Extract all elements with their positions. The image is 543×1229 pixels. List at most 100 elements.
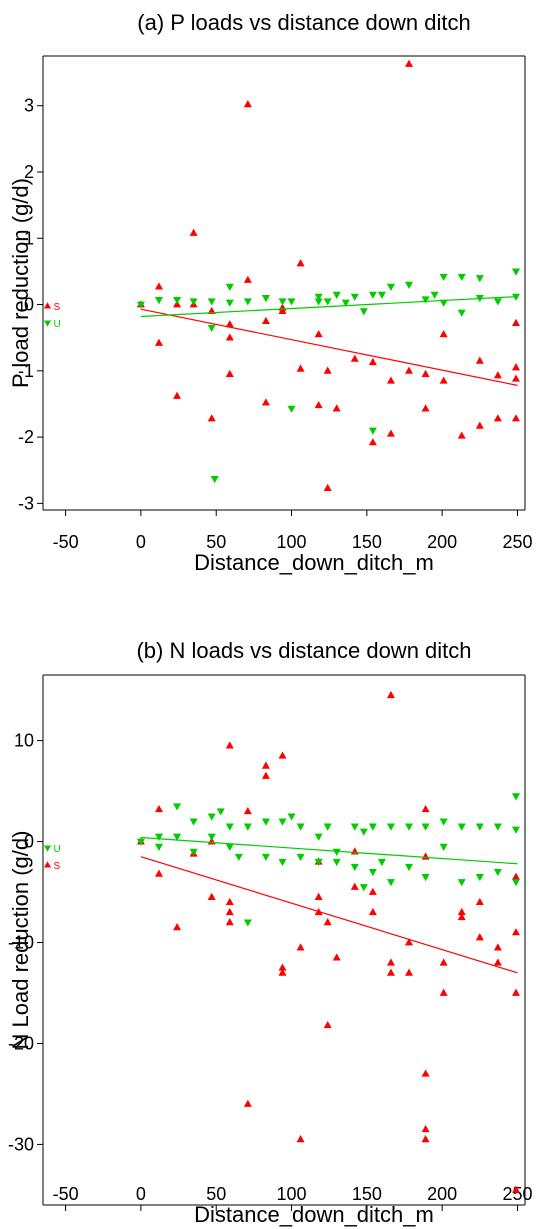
data-point-U	[368, 868, 377, 877]
data-point-S	[173, 391, 182, 399]
data-point-U	[511, 826, 520, 834]
data-point-U	[287, 405, 296, 413]
data-point-S	[405, 366, 414, 374]
data-point-S	[511, 374, 520, 382]
data-point-S	[243, 806, 252, 815]
data-point-U	[225, 843, 234, 851]
x-axis-label: Distance_down_ditch_m	[194, 550, 434, 575]
y-tick-label: -3	[18, 493, 34, 513]
series-U	[136, 793, 520, 927]
data-point-S	[314, 907, 323, 916]
data-point-U	[405, 863, 414, 872]
data-point-U	[287, 813, 296, 821]
data-point-U	[350, 293, 359, 301]
data-point-U	[475, 874, 484, 882]
data-point-U	[421, 874, 430, 882]
data-point-U	[359, 828, 368, 836]
data-point-S	[421, 1069, 430, 1077]
data-point-U	[359, 884, 368, 892]
y-tick-label: -2	[18, 427, 34, 447]
data-point-U	[421, 823, 430, 831]
data-point-S	[314, 892, 323, 900]
data-point-U	[421, 296, 430, 304]
panel-p-loads: (a) P loads vs distance down ditch -3 -2 -1…	[8, 10, 532, 575]
data-point-U	[154, 297, 163, 305]
data-point-U	[386, 879, 395, 887]
series-U	[136, 268, 520, 484]
legend-marker-U	[44, 845, 52, 852]
x-tick-label: 0	[136, 1184, 146, 1204]
data-point-U	[287, 298, 296, 306]
data-point-S	[189, 228, 198, 236]
y-tick-label: -1	[18, 361, 34, 381]
y-tick-label: -10	[8, 933, 34, 953]
data-point-S	[314, 400, 323, 409]
x-tick-label: 250	[502, 1184, 532, 1204]
data-point-U	[173, 297, 182, 305]
data-point-U	[430, 291, 439, 299]
data-point-S	[323, 1020, 332, 1029]
data-point-S	[511, 414, 520, 422]
series-S	[136, 59, 520, 492]
data-point-U	[511, 879, 520, 887]
data-point-S	[511, 872, 520, 880]
data-point-S	[261, 398, 270, 406]
data-point-U	[314, 858, 323, 867]
data-point-S	[225, 907, 234, 916]
data-point-U	[154, 833, 163, 841]
data-point-S	[323, 483, 332, 492]
data-point-S	[296, 259, 305, 267]
y-tick-label: -20	[8, 1033, 34, 1053]
data-point-S	[386, 376, 395, 384]
data-point-U	[261, 853, 270, 862]
trend-line-U	[140, 836, 518, 865]
x-tick-label: 200	[427, 1184, 457, 1204]
data-point-U	[207, 833, 216, 841]
data-point-S	[368, 438, 377, 446]
data-point-U	[332, 848, 341, 856]
legend-label-S: S	[54, 861, 61, 872]
x-tick-label: -50	[53, 1184, 79, 1204]
data-point-U	[207, 324, 216, 333]
data-point-S	[314, 330, 323, 338]
data-point-U	[493, 823, 502, 831]
data-point-S	[296, 943, 305, 951]
data-point-S	[421, 852, 430, 860]
data-point-U	[350, 863, 359, 872]
data-point-U	[207, 298, 216, 306]
data-point-U	[386, 823, 395, 831]
data-point-U	[314, 293, 323, 301]
data-point-U	[314, 298, 323, 306]
data-point-U	[210, 475, 219, 484]
data-point-U	[278, 298, 287, 306]
y-tick-label: 3	[24, 96, 34, 116]
data-point-S	[493, 958, 502, 966]
data-point-U	[439, 299, 448, 307]
data-point-S	[323, 918, 332, 926]
x-tick-label: 200	[427, 532, 457, 552]
data-point-S	[493, 414, 502, 422]
data-point-U	[332, 858, 341, 867]
data-point-U	[368, 823, 377, 831]
x-tick-label: 150	[352, 532, 382, 552]
data-point-S	[511, 988, 520, 996]
chart-title: (b) N loads vs distance down ditch	[136, 638, 471, 663]
data-point-S	[475, 356, 484, 364]
data-point-U	[341, 299, 350, 307]
data-point-U	[457, 879, 466, 887]
data-point-U	[511, 793, 520, 801]
data-point-S	[225, 918, 234, 926]
x-tick-label: 50	[206, 532, 226, 552]
data-point-S	[511, 363, 520, 371]
data-point-S	[421, 404, 430, 412]
data-point-U	[475, 823, 484, 831]
data-point-U	[173, 803, 182, 811]
data-point-S	[368, 907, 377, 916]
data-point-U	[359, 308, 368, 316]
data-point-U	[439, 843, 448, 851]
data-point-U	[323, 298, 332, 306]
data-point-S	[493, 371, 502, 379]
trend-line-U	[140, 295, 518, 318]
data-point-U	[243, 298, 252, 306]
